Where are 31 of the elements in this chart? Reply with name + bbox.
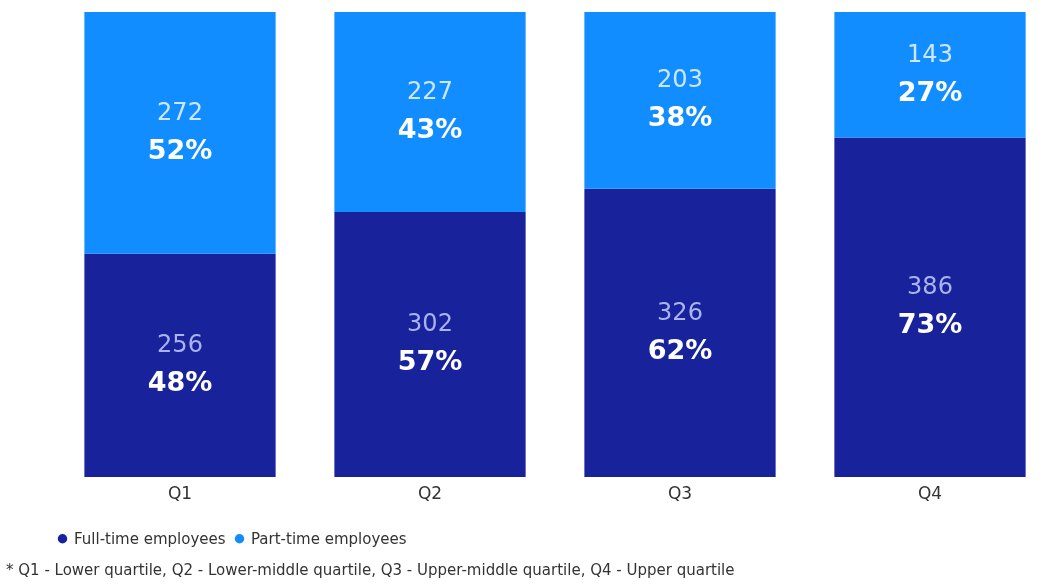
x-tick-label: Q1 (167, 482, 193, 503)
data-label: 57% (397, 345, 463, 377)
data-label: 48% (147, 366, 213, 398)
bar (834, 12, 1026, 138)
bar (84, 12, 276, 254)
annotation: 203 (657, 65, 703, 94)
data-label: 43% (397, 112, 463, 144)
legend-label: Part-time employees (251, 529, 407, 548)
x-tick-label: Q2 (417, 482, 443, 503)
annotation: 326 (657, 297, 703, 326)
data-label: 27% (897, 75, 963, 107)
legend-label: Full-time employees (74, 529, 226, 548)
bar (584, 188, 776, 477)
annotation: 227 (407, 76, 453, 105)
text: * Q1 - Lower quartile, Q2 - Lower-middle quartile, Q3 - Upper-middle quartile, Q4 - Upper quartile (6, 561, 736, 579)
bar (334, 211, 526, 477)
bar (834, 137, 1026, 477)
x-tick-label: Q3 (667, 482, 693, 503)
data-label: 52% (147, 133, 213, 165)
data-label: 38% (647, 101, 713, 133)
data-label: 73% (897, 308, 963, 340)
annotation: 143 (907, 39, 953, 68)
bar (84, 253, 276, 477)
data-label: 62% (647, 333, 713, 365)
annotation: 386 (907, 272, 953, 301)
annotation: 256 (157, 330, 203, 359)
annotation: 272 (157, 97, 203, 126)
bar (334, 12, 526, 212)
annotation: 302 (407, 309, 453, 338)
x-tick-label: Q4 (917, 482, 943, 503)
bar (584, 12, 776, 189)
